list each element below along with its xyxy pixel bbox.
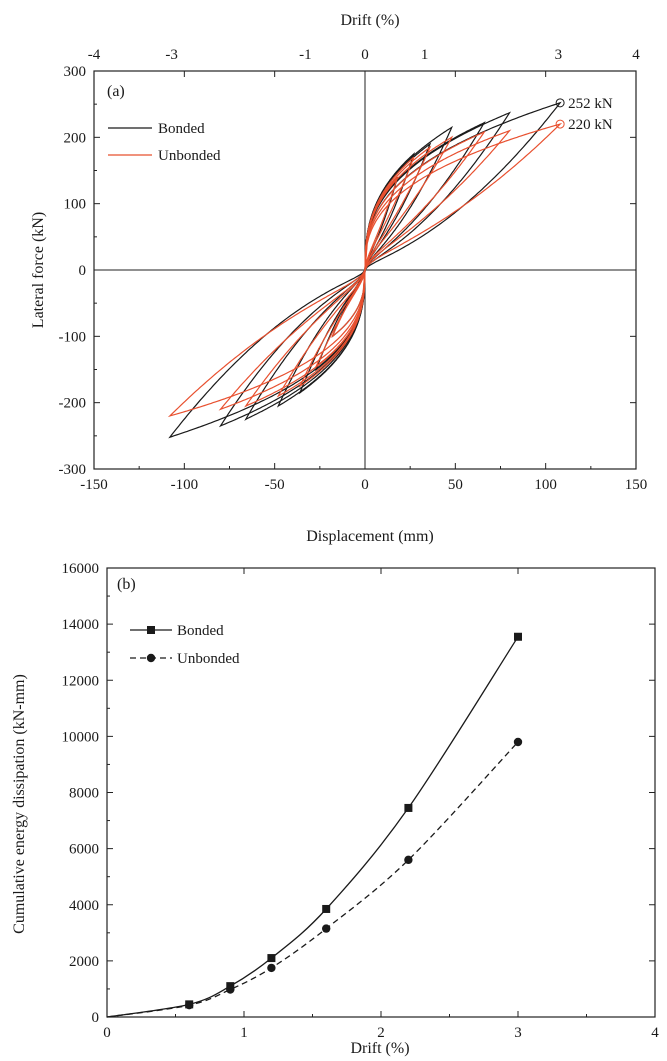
- panel-b-legend: Bonded Unbonded: [130, 623, 240, 667]
- y-tick-label: 10000: [62, 729, 100, 745]
- y-tick-label: 4000: [69, 898, 99, 914]
- x-tick-label: 150: [625, 477, 648, 493]
- peak-marker: [555, 98, 565, 108]
- series-unbonded: [106, 737, 523, 1018]
- data-point: [514, 632, 522, 641]
- panel-b-label: (b): [117, 576, 136, 593]
- y-tick-label: 8000: [69, 786, 99, 802]
- panel-b-axes: [106, 567, 656, 1018]
- y-tick-label: 12000: [62, 673, 100, 689]
- panel-b-x-axis-title: Drift (%): [350, 1040, 409, 1057]
- panel-a-legend: Bonded Unbonded: [108, 121, 221, 164]
- data-point: [185, 1001, 194, 1010]
- panel-a-axes: [93, 70, 637, 470]
- y-tick-label: -300: [59, 462, 87, 478]
- series-line: [106, 741, 519, 1018]
- top-x-tick-label: 1: [421, 47, 429, 63]
- y-tick-label: 14000: [62, 617, 100, 633]
- x-tick-label: 50: [448, 477, 463, 493]
- x-tick-label: -100: [171, 477, 199, 493]
- data-point: [226, 985, 235, 994]
- y-tick-label: 6000: [69, 842, 99, 858]
- panel-a-x-axis-title: Displacement (mm): [306, 528, 434, 545]
- legend-unbonded-label: Unbonded: [177, 651, 240, 667]
- peak-annotation: 252 kN: [568, 96, 613, 112]
- top-x-tick-label: -4: [88, 47, 101, 63]
- series-line: [106, 636, 519, 1018]
- x-tick-label: 0: [103, 1025, 111, 1041]
- top-x-tick-label: -3: [165, 47, 178, 63]
- panel-a-label: (a): [107, 83, 125, 100]
- peak-marker: [555, 119, 565, 129]
- x-tick-label: 4: [651, 1025, 659, 1041]
- legend-unbonded-label: Unbonded: [158, 148, 221, 164]
- data-point: [267, 963, 276, 973]
- series-unbonded: [167, 122, 563, 418]
- x-tick-label: 100: [534, 477, 557, 493]
- series-bonded: [106, 632, 522, 1018]
- panel-a-annotations: 252 kN 220 kN: [555, 96, 613, 133]
- hysteresis-cycle: [167, 122, 563, 418]
- top-x-tick-label: 0: [361, 47, 369, 63]
- panel-b-curves: [106, 632, 523, 1018]
- panel-b-y-axis-title: Cumulative energy dissipation (kN-mm): [11, 674, 28, 934]
- panel-a-tick-labels: -150 -100 -50 0 50 100 150 -300 -200 -100 0 100 200 3…: [59, 47, 648, 493]
- x-tick-label: 2: [377, 1025, 385, 1041]
- panel-b-energy-chart: 0 1 2 3 4 0 2000 4000 6000 8000 10000 12000 14000 160…: [11, 561, 659, 1057]
- panel-a-y-axis-title: Lateral force (kN): [30, 212, 47, 328]
- legend-bonded-label: Bonded: [158, 121, 205, 137]
- top-x-tick-label: 3: [555, 47, 563, 63]
- legend-unbonded-marker: [146, 653, 156, 663]
- data-point: [322, 904, 331, 913]
- x-tick-label: -50: [265, 477, 285, 493]
- y-tick-label: 0: [79, 263, 87, 279]
- legend-bonded-marker: [147, 626, 155, 634]
- x-tick-label: -150: [80, 477, 108, 493]
- y-tick-label: 100: [64, 197, 87, 213]
- y-tick-label: -200: [59, 396, 87, 412]
- y-tick-label: 0: [92, 1010, 100, 1026]
- top-x-tick-label: -1: [299, 47, 312, 63]
- panel-a-hysteresis-chart: Drift (%) -150 -100 -50 0 50 100 150-300-200-1…: [30, 12, 647, 545]
- data-point: [267, 954, 276, 963]
- peak-annotation: 220 kN: [568, 117, 613, 133]
- legend-bonded-label: Bonded: [177, 623, 224, 639]
- data-point: [404, 855, 413, 865]
- data-point: [404, 803, 413, 812]
- panel-a-top-axis-title: Drift (%): [340, 12, 399, 29]
- data-point: [322, 924, 331, 933]
- x-tick-label: 0: [361, 477, 369, 493]
- top-x-tick-label: 4: [632, 47, 640, 63]
- y-tick-label: 16000: [62, 561, 100, 577]
- panel-b-tick-labels: 0 1 2 3 4 0 2000 4000 6000 8000 10000 12000 14000 160…: [62, 561, 660, 1041]
- y-tick-label: 2000: [69, 954, 99, 970]
- y-tick-label: 200: [64, 130, 87, 146]
- panel-a-curves: [167, 101, 563, 439]
- data-point: [513, 737, 523, 747]
- y-tick-label: -100: [59, 329, 87, 345]
- x-tick-label: 1: [240, 1025, 248, 1041]
- y-tick-label: 300: [64, 64, 87, 80]
- x-tick-label: 3: [514, 1025, 522, 1041]
